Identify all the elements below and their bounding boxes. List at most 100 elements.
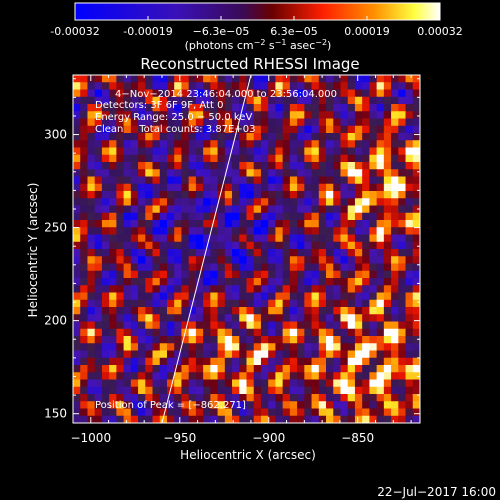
heatmap-cell xyxy=(376,307,385,315)
heatmap-cell xyxy=(203,220,211,228)
heatmap-cell xyxy=(398,336,406,344)
heatmap-cell xyxy=(246,379,255,388)
heatmap-cell xyxy=(340,104,349,112)
heatmap-cell xyxy=(383,241,392,250)
heatmap-cell xyxy=(304,169,312,177)
heatmap-cell xyxy=(224,278,233,286)
heatmap-cell xyxy=(73,75,81,83)
heatmap-cell xyxy=(203,314,211,322)
heatmap-cell xyxy=(159,350,168,359)
heatmap-cell xyxy=(116,379,125,388)
heatmap-cell xyxy=(412,314,420,322)
heatmap-cell xyxy=(181,205,190,214)
heatmap-cell xyxy=(145,169,153,177)
heatmap-cell xyxy=(188,307,197,315)
heatmap-cell xyxy=(398,205,406,214)
heatmap-cell xyxy=(391,125,399,134)
heatmap-cell xyxy=(405,82,414,90)
heatmap-cell xyxy=(239,314,247,322)
heatmap-cell xyxy=(304,227,312,235)
heatmap-cell xyxy=(101,415,110,423)
heatmap-cell xyxy=(289,386,298,395)
heatmap-cell xyxy=(203,343,211,351)
heatmap-cell xyxy=(116,401,125,409)
heatmap-cell xyxy=(318,292,327,301)
heatmap-cell xyxy=(210,154,218,163)
heatmap-cell xyxy=(145,379,153,388)
heatmap-cell xyxy=(347,278,356,286)
heatmap-cell xyxy=(253,415,262,423)
heatmap-cell xyxy=(297,220,305,228)
heatmap-cell xyxy=(253,285,262,293)
heatmap-cell xyxy=(94,292,103,301)
heatmap-cell xyxy=(101,336,110,344)
heatmap-cell xyxy=(412,386,420,395)
heatmap-cell xyxy=(405,205,414,214)
heatmap-cell xyxy=(246,365,255,373)
heatmap-cell xyxy=(181,104,190,112)
heatmap-cell xyxy=(101,307,110,315)
heatmap-cell xyxy=(203,234,211,243)
heatmap-cell xyxy=(253,227,262,235)
heatmap-cell xyxy=(123,299,132,308)
heatmap-cell xyxy=(282,104,291,112)
heatmap-cell xyxy=(152,299,161,308)
heatmap-cell xyxy=(159,270,168,279)
heatmap-cell xyxy=(145,292,153,301)
heatmap-cell xyxy=(73,147,81,156)
heatmap-cell xyxy=(260,111,269,119)
heatmap-cell xyxy=(275,212,284,221)
heatmap-cell xyxy=(80,241,88,250)
heatmap-cell xyxy=(130,328,139,337)
heatmap-cell xyxy=(383,169,392,177)
heatmap-cell xyxy=(275,205,284,214)
heatmap-cell xyxy=(369,82,378,90)
heatmap-cell xyxy=(130,299,139,308)
heatmap-cell xyxy=(116,220,125,228)
heatmap-cell xyxy=(268,328,276,337)
heatmap-cell xyxy=(152,162,161,170)
heatmap-cell xyxy=(268,147,276,156)
heatmap-cell xyxy=(246,394,255,402)
heatmap-cell xyxy=(253,263,262,272)
heatmap-cell xyxy=(159,82,168,90)
heatmap-cell xyxy=(362,220,370,228)
heatmap-cell xyxy=(232,328,240,337)
heatmap-cell xyxy=(87,278,96,286)
heatmap-cell xyxy=(289,299,298,308)
heatmap-cell xyxy=(347,328,356,337)
heatmap-cell xyxy=(232,249,240,257)
heatmap-cell xyxy=(340,249,349,257)
heatmap-cell xyxy=(311,270,320,279)
heatmap-cell xyxy=(311,212,320,221)
heatmap-cell xyxy=(239,234,247,243)
heatmap-cell xyxy=(94,234,103,243)
heatmap-cell xyxy=(275,154,284,163)
heatmap-cell xyxy=(181,401,190,409)
heatmap-cell xyxy=(311,241,320,250)
heatmap-cell xyxy=(268,169,276,177)
heatmap-cell xyxy=(232,299,240,308)
heatmap-cell xyxy=(145,227,153,235)
heatmap-cell xyxy=(239,401,247,409)
heatmap-cell xyxy=(116,191,125,199)
heatmap-cell xyxy=(181,75,190,83)
heatmap-cell xyxy=(405,299,414,308)
heatmap-cell xyxy=(340,75,349,83)
heatmap-cell xyxy=(246,401,255,409)
heatmap-cell xyxy=(210,183,218,192)
heatmap-cell xyxy=(239,386,247,395)
heatmap-cell xyxy=(391,133,399,141)
heatmap-cell xyxy=(159,133,168,141)
heatmap-cell xyxy=(376,191,385,199)
heatmap-cell xyxy=(145,220,153,228)
heatmap-cell xyxy=(398,234,406,243)
heatmap-cell xyxy=(166,336,175,344)
heatmap-cell xyxy=(203,408,211,417)
heatmap-cell xyxy=(376,234,385,243)
heatmap-cell xyxy=(188,176,197,185)
heatmap-cell xyxy=(232,336,240,344)
heatmap-cell xyxy=(138,212,146,221)
heatmap-cell xyxy=(297,256,305,264)
heatmap-cell xyxy=(116,104,125,112)
